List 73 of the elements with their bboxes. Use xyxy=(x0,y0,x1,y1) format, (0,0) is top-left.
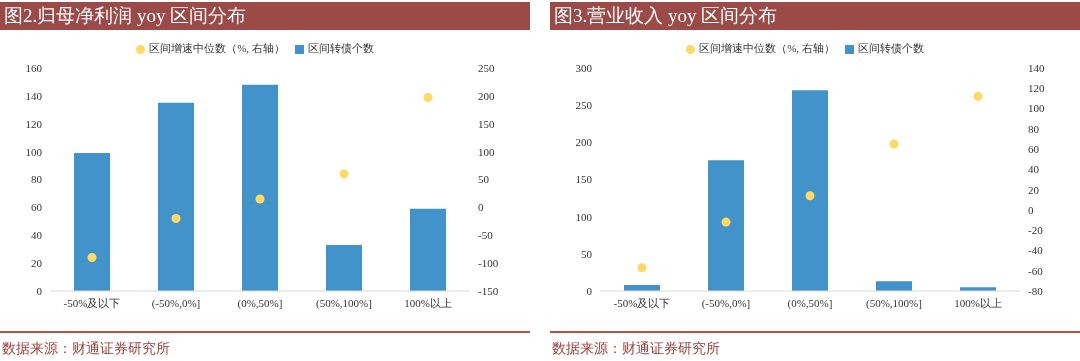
legend-label: 区间转债个数 xyxy=(857,42,924,54)
chart-title: 图3.营业收入 yoy 区间分布 xyxy=(550,2,1080,30)
point xyxy=(339,169,349,179)
y2-tick-label: 50 xyxy=(478,173,490,186)
y2-tick-label: 20 xyxy=(1028,183,1040,196)
y2-tick-label: 0 xyxy=(1028,203,1034,216)
x-tick-label: (50%,100%] xyxy=(316,296,372,310)
y2-tick-label: -150 xyxy=(478,284,499,297)
y-tick-label: 50 xyxy=(581,247,593,260)
bar xyxy=(792,90,828,291)
x-tick-label: (50%,100%] xyxy=(866,296,922,310)
y-tick-label: 100 xyxy=(25,145,43,158)
y-tick-label: 200 xyxy=(575,136,593,149)
point xyxy=(889,139,899,149)
legend-label: 区间增速中位数（%, 右轴） xyxy=(699,42,835,54)
y-tick-label: 140 xyxy=(25,89,43,102)
y2-tick-label: 200 xyxy=(478,89,495,102)
y-tick-label: 100 xyxy=(575,210,593,223)
x-tick-label: (-50%,0%] xyxy=(151,296,201,310)
y-tick-label: 0 xyxy=(586,284,593,297)
bar xyxy=(326,245,362,291)
point xyxy=(171,214,181,224)
point xyxy=(805,191,815,201)
y2-tick-label: 100 xyxy=(1028,102,1045,115)
y2-tick-label: 150 xyxy=(478,117,495,130)
y-tick-label: 40 xyxy=(31,229,43,242)
x-tick-label: -50%及以下 xyxy=(613,296,671,309)
point xyxy=(87,253,97,263)
y-tick-label: 160 xyxy=(25,61,43,74)
y-tick-label: 60 xyxy=(31,201,43,214)
point xyxy=(255,194,265,204)
y-tick-label: 300 xyxy=(575,61,593,74)
y2-tick-label: -80 xyxy=(1028,284,1044,297)
x-tick-label: 100%以上 xyxy=(404,296,452,309)
y2-tick-label: 0 xyxy=(478,201,484,214)
y-tick-label: 0 xyxy=(36,284,43,297)
y-tick-label: 20 xyxy=(31,257,43,270)
point xyxy=(637,263,647,273)
y2-tick-label: 40 xyxy=(1028,163,1040,176)
y2-tick-label: 80 xyxy=(1028,122,1040,135)
bar xyxy=(74,153,110,291)
x-tick-label: (0%,50%] xyxy=(787,296,833,310)
chart-title: 图2.归母净利润 yoy 区间分布 xyxy=(0,2,530,30)
y-tick-label: 80 xyxy=(31,173,43,186)
y2-tick-label: 250 xyxy=(478,61,495,74)
legend-label: 区间转债个数 xyxy=(307,42,374,54)
x-tick-label: -50%及以下 xyxy=(63,296,121,309)
point xyxy=(423,93,433,103)
point xyxy=(721,217,731,227)
y2-tick-label: -100 xyxy=(478,257,499,270)
legend-label: 区间增速中位数（%, 右轴） xyxy=(149,42,285,54)
y2-tick-label: 120 xyxy=(1028,82,1045,95)
source-note: 数据来源：财通证券研究所 xyxy=(2,340,170,358)
x-tick-label: (0%,50%] xyxy=(237,296,283,310)
source-note: 数据来源：财通证券研究所 xyxy=(552,340,720,358)
y2-tick-label: -20 xyxy=(1028,224,1044,237)
bar xyxy=(876,281,912,291)
point xyxy=(973,91,983,101)
x-tick-label: (-50%,0%] xyxy=(701,296,751,310)
bar xyxy=(242,84,278,291)
y2-tick-label: -40 xyxy=(1028,244,1044,257)
y-tick-label: 150 xyxy=(575,173,593,186)
y2-tick-label: 140 xyxy=(1028,61,1045,74)
bar xyxy=(158,102,194,291)
y-tick-label: 250 xyxy=(575,99,593,112)
x-tick-label: 100%以上 xyxy=(954,296,1002,309)
y2-tick-label: -60 xyxy=(1028,264,1044,277)
y2-tick-label: 60 xyxy=(1028,143,1040,155)
y2-tick-label: 100 xyxy=(478,145,495,158)
bar xyxy=(410,208,446,291)
y2-tick-label: -50 xyxy=(478,229,494,242)
y-tick-label: 120 xyxy=(25,117,43,130)
bar xyxy=(708,160,744,291)
